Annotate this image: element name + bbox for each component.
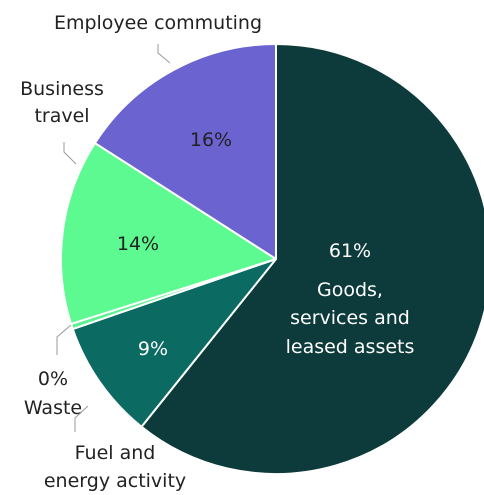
commuting-label: Employee commuting — [54, 12, 262, 34]
fuel-label-line-1: Fuel and — [75, 442, 156, 464]
pie-slice-fuel-and-energy-activity — [71, 258, 277, 428]
waste-label: Waste — [24, 397, 82, 419]
business-travel-percent-label: 14% — [117, 233, 159, 255]
business-travel-label-line-2: travel — [34, 105, 89, 127]
waste-percent-label: 0% — [38, 368, 68, 390]
fuel-percent-label: 9% — [138, 338, 168, 360]
pie-slice-employee-commuting — [93, 43, 277, 260]
pie-slice-goods-services-and-leased-assets — [140, 43, 484, 475]
commuting-percent-label: 16% — [190, 129, 232, 151]
pie-slice-business-travel — [60, 142, 277, 325]
goods-label-line-1: Goods, — [317, 279, 383, 301]
pie-slices — [60, 43, 484, 475]
goods-percent-label: 61% — [329, 240, 371, 262]
fuel-leader-line — [74, 405, 89, 432]
business-travel-leader-line — [63, 142, 77, 165]
goods-label-line-2: services and — [290, 307, 410, 329]
commuting-leader-line — [157, 44, 171, 64]
goods-label-line-3: leased assets — [286, 336, 415, 358]
fuel-label-line-2: energy activity — [44, 470, 186, 492]
waste-leader-line — [56, 324, 72, 355]
business-travel-label-line-1: Business — [20, 78, 104, 100]
